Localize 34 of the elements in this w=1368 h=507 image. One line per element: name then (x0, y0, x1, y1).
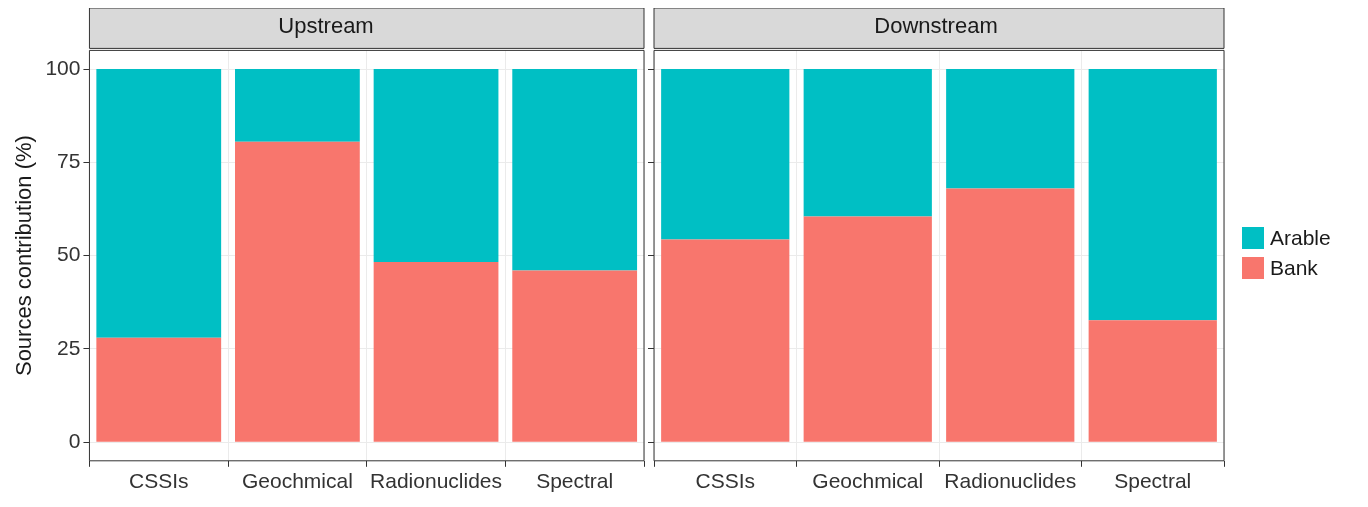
bar (803, 69, 932, 217)
x-tick-label: CSSIs (129, 469, 189, 493)
bar (803, 216, 932, 442)
bar (235, 141, 360, 442)
bar (661, 69, 790, 240)
x-tick-label: Radionuclides (944, 469, 1077, 493)
x-tick-label: Radionuclides (370, 469, 502, 493)
bar (96, 69, 222, 338)
bar (946, 188, 1075, 442)
bar (1088, 320, 1217, 442)
bar (512, 270, 638, 442)
bar (946, 69, 1075, 189)
chart-title: Upstream (278, 13, 374, 39)
bar (661, 239, 790, 442)
chart-title: Downstream (874, 13, 998, 39)
bar (1088, 69, 1217, 321)
x-tick-label: Geochmical (241, 469, 353, 493)
y-tick-label: 50 (57, 242, 81, 266)
x-tick-label: Geochmical (812, 469, 924, 493)
y-axis-title: Sources contribution (%) (11, 135, 37, 377)
y-tick-label: 75 (57, 149, 81, 173)
bar (373, 261, 499, 442)
bar (96, 337, 222, 442)
y-tick-label: 0 (68, 428, 81, 452)
bar (373, 69, 499, 262)
legend-label: Bank (1270, 256, 1318, 280)
x-tick-label: CSSIs (695, 469, 756, 493)
y-tick-label: 100 (45, 55, 81, 79)
x-tick-label: Spectral (536, 469, 614, 493)
x-tick-label: Spectral (1114, 469, 1192, 493)
y-tick-label: 25 (57, 335, 81, 359)
legend-label: Arable (1270, 226, 1331, 250)
bar (512, 69, 638, 271)
bar (235, 69, 360, 142)
